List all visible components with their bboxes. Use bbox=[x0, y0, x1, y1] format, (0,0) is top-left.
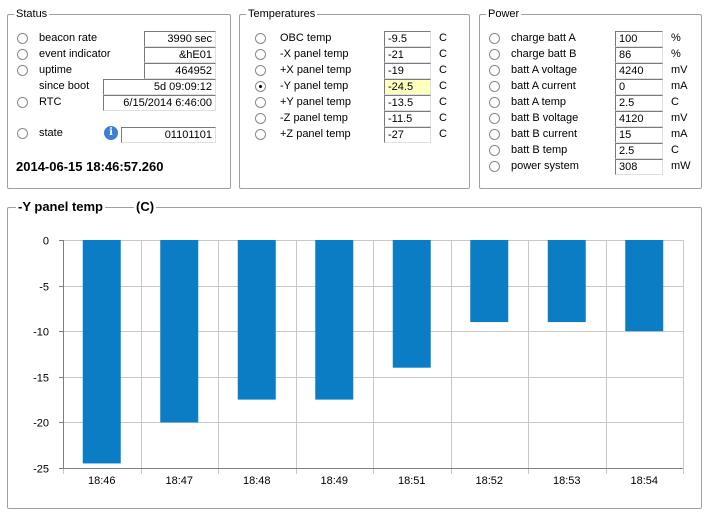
power-system-radio[interactable] bbox=[489, 161, 500, 172]
batt-a-temp-label: batt A temp bbox=[511, 96, 567, 108]
charge-batt-b-field[interactable]: 86 bbox=[615, 47, 663, 63]
minus-z-panel-temp-field[interactable]: -11.5 bbox=[384, 111, 431, 127]
chart-unit-label: (C) bbox=[134, 199, 157, 214]
charge-batt-b-radio[interactable] bbox=[489, 49, 500, 60]
batt-b-voltage-radio[interactable] bbox=[489, 113, 500, 124]
event-indicator-label: event indicator bbox=[39, 48, 111, 60]
batt-b-current-label: batt B current bbox=[511, 128, 578, 140]
minus-x-panel-temp-label: -X panel temp bbox=[280, 48, 349, 60]
minus-y-panel-temp-field[interactable]: -24.5 bbox=[384, 79, 431, 95]
beacon-rate-field[interactable]: 3990 sec bbox=[144, 31, 216, 47]
rtc-label: RTC bbox=[39, 96, 62, 108]
plus-x-panel-temp-field[interactable]: -19 bbox=[384, 63, 431, 79]
charge-batt-a-field[interactable]: 100 bbox=[615, 31, 663, 47]
batt-a-voltage-field[interactable]: 4240 bbox=[615, 63, 663, 79]
batt-b-current-unit: mA bbox=[671, 128, 688, 140]
power-group-title: Power bbox=[486, 7, 522, 21]
obc-temp-radio[interactable] bbox=[255, 33, 266, 44]
plus-z-panel-temp-unit: C bbox=[439, 128, 447, 140]
batt-a-temp-field[interactable]: 2.5 bbox=[615, 95, 663, 111]
batt-b-voltage-label: batt B voltage bbox=[511, 112, 579, 124]
batt-b-voltage-unit: mV bbox=[671, 112, 688, 124]
since-boot-label: since boot bbox=[39, 80, 90, 92]
batt-a-temp-unit: C bbox=[671, 96, 679, 108]
batt-b-temp-unit: C bbox=[671, 144, 679, 156]
chart-group: -Y panel temp (C) bbox=[7, 199, 702, 509]
minus-y-panel-temp-label: -Y panel temp bbox=[280, 80, 349, 92]
plus-y-panel-temp-field[interactable]: -13.5 bbox=[384, 95, 431, 111]
status-group: Status beacon rate 3990 sec event indica… bbox=[7, 7, 231, 189]
chart-title: -Y panel temp bbox=[16, 199, 106, 214]
event-indicator-field[interactable]: &hE01 bbox=[144, 47, 216, 63]
power-system-field[interactable]: 308 bbox=[615, 159, 663, 175]
batt-b-temp-field[interactable]: 2.5 bbox=[615, 143, 663, 159]
plus-y-panel-temp-unit: C bbox=[439, 96, 447, 108]
batt-b-voltage-field[interactable]: 4120 bbox=[615, 111, 663, 127]
batt-b-current-radio[interactable] bbox=[489, 129, 500, 140]
temperatures-group-title: Temperatures bbox=[246, 7, 318, 21]
batt-a-current-radio[interactable] bbox=[489, 81, 500, 92]
charge-batt-b-label: charge batt B bbox=[511, 48, 577, 60]
rtc-radio[interactable] bbox=[17, 97, 28, 108]
plus-y-panel-temp-radio[interactable] bbox=[255, 97, 266, 108]
charge-batt-a-radio[interactable] bbox=[489, 33, 500, 44]
charge-batt-b-unit: % bbox=[671, 48, 681, 60]
plus-x-panel-temp-label: +X panel temp bbox=[280, 64, 352, 76]
uptime-radio[interactable] bbox=[17, 65, 28, 76]
status-group-title: Status bbox=[14, 7, 50, 21]
charge-batt-a-unit: % bbox=[671, 32, 681, 44]
power-group: Power charge batt A 100 % charge batt B … bbox=[479, 7, 702, 189]
minus-x-panel-temp-field[interactable]: -21 bbox=[384, 47, 431, 63]
rtc-field[interactable]: 6/15/2014 6:46:00 bbox=[103, 95, 216, 111]
since-boot-field[interactable]: 5d 09:09:12 bbox=[103, 79, 216, 95]
batt-a-current-label: batt A current bbox=[511, 80, 576, 92]
batt-b-current-field[interactable]: 15 bbox=[615, 127, 663, 143]
charge-batt-a-label: charge batt A bbox=[511, 32, 576, 44]
batt-a-voltage-label: batt A voltage bbox=[511, 64, 578, 76]
temperatures-group: Temperatures OBC temp -9.5 C -X panel te… bbox=[239, 7, 470, 189]
batt-a-current-field[interactable]: 0 bbox=[615, 79, 663, 95]
plus-x-panel-temp-radio[interactable] bbox=[255, 65, 266, 76]
batt-b-temp-radio[interactable] bbox=[489, 145, 500, 156]
minus-z-panel-temp-label: -Z panel temp bbox=[280, 112, 348, 124]
minus-y-panel-temp-unit: C bbox=[439, 80, 447, 92]
uptime-label: uptime bbox=[39, 64, 73, 76]
beacon-rate-radio[interactable] bbox=[17, 33, 28, 44]
event-indicator-radio[interactable] bbox=[17, 49, 28, 60]
minus-z-panel-temp-radio[interactable] bbox=[255, 113, 266, 124]
minus-y-panel-temp-radio[interactable] bbox=[255, 81, 266, 92]
state-field[interactable]: 01101101 bbox=[121, 127, 216, 143]
obc-temp-field[interactable]: -9.5 bbox=[384, 31, 431, 47]
state-radio[interactable] bbox=[17, 128, 28, 139]
batt-a-voltage-unit: mV bbox=[671, 64, 688, 76]
state-label: state bbox=[39, 127, 63, 139]
plus-y-panel-temp-label: +Y panel temp bbox=[280, 96, 352, 108]
plus-x-panel-temp-unit: C bbox=[439, 64, 447, 76]
current-datetime: 2014-06-15 18:46:57.260 bbox=[16, 159, 164, 174]
obc-temp-label: OBC temp bbox=[280, 32, 332, 44]
minus-x-panel-temp-unit: C bbox=[439, 48, 447, 60]
plus-z-panel-temp-field[interactable]: -27 bbox=[384, 127, 431, 143]
batt-b-temp-label: batt B temp bbox=[511, 144, 568, 156]
plus-z-panel-temp-label: +Z panel temp bbox=[280, 128, 351, 140]
beacon-rate-label: beacon rate bbox=[39, 32, 98, 44]
plus-z-panel-temp-radio[interactable] bbox=[255, 129, 266, 140]
info-icon[interactable]: i bbox=[104, 126, 118, 140]
minus-x-panel-temp-radio[interactable] bbox=[255, 49, 266, 60]
power-system-label: power system bbox=[511, 160, 579, 172]
batt-a-current-unit: mA bbox=[671, 80, 688, 92]
obc-temp-unit: C bbox=[439, 32, 447, 44]
minus-z-panel-temp-unit: C bbox=[439, 112, 447, 124]
batt-a-voltage-radio[interactable] bbox=[489, 65, 500, 76]
batt-a-temp-radio[interactable] bbox=[489, 97, 500, 108]
uptime-field[interactable]: 464952 bbox=[144, 63, 216, 79]
power-system-unit: mW bbox=[671, 160, 691, 172]
